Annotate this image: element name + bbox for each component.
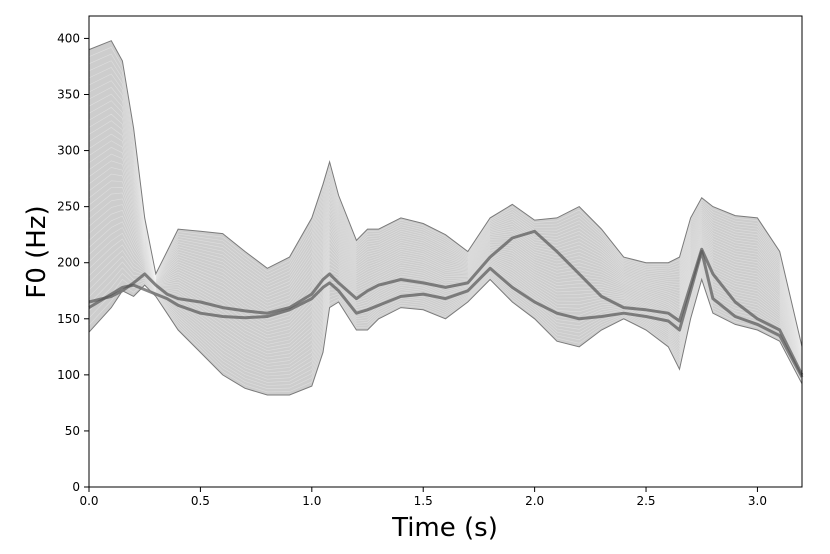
y-tick-label: 200 xyxy=(57,256,80,270)
f0-contour xyxy=(88,250,803,378)
f0-contour xyxy=(88,173,803,366)
y-tick-label: 150 xyxy=(57,312,80,326)
f0-dense-trace-1 xyxy=(88,250,804,378)
f0-contour xyxy=(88,53,803,349)
f0-lower-envelope xyxy=(88,277,803,396)
f0-contour xyxy=(88,120,803,358)
y-tick-label: 50 xyxy=(65,424,80,438)
f0-contour xyxy=(88,100,803,356)
f0-contour xyxy=(88,153,803,363)
f0-contour xyxy=(88,60,803,350)
y-tick-label: 100 xyxy=(57,368,80,382)
x-tick-label: 1.0 xyxy=(302,494,321,508)
y-tick-label: 0 xyxy=(72,480,80,494)
y-axis-label: F0 (Hz) xyxy=(22,205,52,298)
f0-contour xyxy=(88,267,803,383)
x-tick-label: 2.0 xyxy=(525,494,544,508)
f0-contour xyxy=(88,133,803,360)
f0-contour xyxy=(88,127,803,359)
x-axis-label: Time (s) xyxy=(391,513,498,543)
f0-contour xyxy=(88,274,803,390)
f0-contour xyxy=(88,67,803,351)
f0-contour xyxy=(88,107,803,357)
f0-contour xyxy=(88,113,803,358)
f0-contour xyxy=(88,276,803,393)
f0-contour xyxy=(88,244,803,377)
x-tick-label: 3.0 xyxy=(748,494,767,508)
f0-contour xyxy=(88,80,803,353)
x-axis: 0.0 0.5 1.0 1.5 2.0 2.5 3.0 xyxy=(79,487,767,508)
f0-contour xyxy=(88,46,803,348)
y-axis: 0 50 100 150 200 250 300 350 400 xyxy=(57,31,89,494)
f0-contour xyxy=(88,73,803,352)
x-tick-label: 0.0 xyxy=(79,494,98,508)
f0-contour xyxy=(88,140,803,361)
x-tick-label: 0.5 xyxy=(191,494,210,508)
f0-contour xyxy=(88,255,803,379)
f0-contour xyxy=(88,93,803,355)
f0-contour xyxy=(88,87,803,354)
y-tick-label: 250 xyxy=(57,200,80,214)
f0-contour xyxy=(88,186,803,368)
plot-area xyxy=(88,40,804,396)
f0-contour xyxy=(88,272,803,386)
axes-frame xyxy=(88,15,803,488)
f0-contour xyxy=(88,160,803,364)
f0-dense-trace-2 xyxy=(88,229,804,376)
f0-contour xyxy=(88,227,803,374)
f0-upper-envelope xyxy=(88,40,803,347)
x-tick-label: 2.5 xyxy=(636,494,655,508)
f0-contour xyxy=(88,147,803,362)
y-tick-label: 350 xyxy=(57,88,80,102)
f0-contour xyxy=(88,167,803,365)
y-tick-label: 300 xyxy=(57,144,80,158)
y-tick-label: 400 xyxy=(57,31,80,45)
x-tick-label: 1.5 xyxy=(414,494,433,508)
f0-contour xyxy=(88,180,803,367)
